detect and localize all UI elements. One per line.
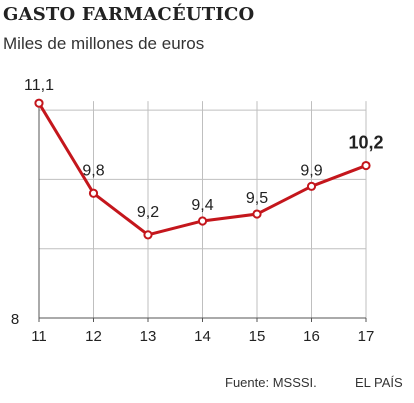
tick-labels: 11 12 13 14 15 16 17 8	[11, 311, 375, 345]
data-label: 9,5	[246, 190, 268, 207]
x-tick-label: 17	[358, 328, 375, 345]
chart-title: GASTO FARMACÉUTICO	[3, 4, 255, 25]
x-tick-label: 15	[249, 328, 266, 345]
data-point	[197, 216, 208, 226]
data-label: 9,9	[300, 162, 322, 179]
axis	[38, 101, 367, 322]
data-labels: 11,1 9,8 9,2 9,4 9,5 9,9 10,2	[24, 77, 384, 221]
data-label: 9,4	[191, 197, 213, 214]
x-tick-label: 16	[303, 328, 320, 345]
x-tick-label: 12	[85, 328, 102, 345]
data-point	[34, 98, 44, 108]
data-point	[252, 209, 262, 219]
x-tick-label: 11	[31, 328, 47, 345]
data-point	[361, 160, 371, 171]
x-tick-label: 14	[194, 328, 211, 345]
data-point	[143, 230, 153, 240]
data-markers	[34, 98, 371, 240]
chart-subtitle: Miles de millones de euros	[3, 34, 205, 53]
data-label: 10,2	[348, 133, 383, 153]
source-note: Fuente: MSSSI.	[225, 375, 317, 390]
publisher-credit: EL PAÍS	[355, 375, 403, 390]
x-tick-label: 13	[140, 328, 157, 345]
data-label: 9,2	[137, 204, 159, 221]
data-label: 11,1	[24, 77, 54, 94]
data-label: 9,8	[82, 162, 104, 179]
data-point	[306, 181, 317, 191]
y-tick-label: 8	[11, 311, 19, 328]
data-point	[88, 188, 99, 198]
